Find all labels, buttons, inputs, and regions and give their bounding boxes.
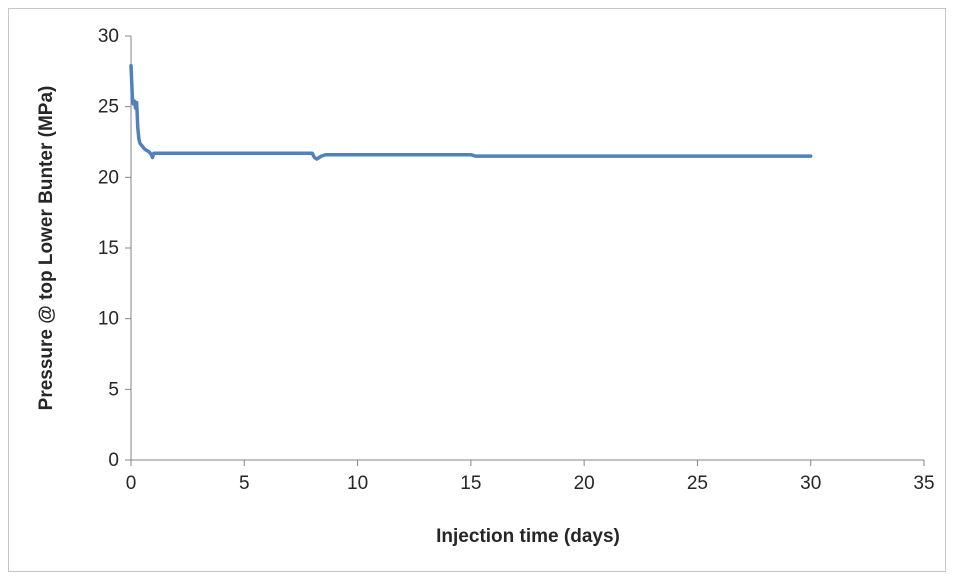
y-tick-label: 25 xyxy=(98,97,119,118)
x-axis-title: Injection time (days) xyxy=(436,526,620,547)
x-tick-label: 35 xyxy=(913,473,934,494)
x-tick-label: 20 xyxy=(574,473,595,494)
x-tick-label: 25 xyxy=(687,473,708,494)
x-tick-label: 15 xyxy=(460,473,481,494)
x-tick-label: 0 xyxy=(126,473,137,494)
y-tick-label: 30 xyxy=(98,26,119,47)
y-tick-label: 5 xyxy=(108,379,119,400)
x-tick-label: 10 xyxy=(347,473,368,494)
y-tick-label: 10 xyxy=(98,309,119,330)
y-tick-label: 15 xyxy=(98,238,119,259)
y-tick-label: 0 xyxy=(108,450,119,471)
series-line-1 xyxy=(129,63,813,161)
y-tick-label: 20 xyxy=(98,167,119,188)
x-tick-label: 30 xyxy=(800,473,821,494)
plot-area: 0 5 10 15 20 25 30 0 5 10 15 20 25 30 35 xyxy=(98,26,935,494)
chart-border xyxy=(8,8,946,572)
y-axis-title: Pressure @ top Lower Bunter (MPa) xyxy=(36,86,57,411)
x-tick-label: 5 xyxy=(239,473,250,494)
